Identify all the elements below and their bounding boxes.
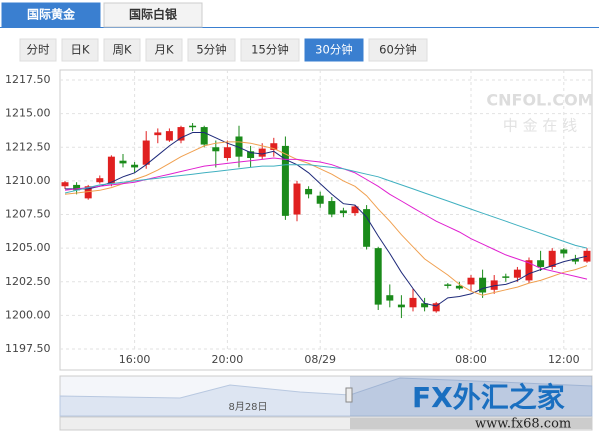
average-line — [64, 141, 588, 296]
y-tick-label: 1200.00 — [5, 308, 51, 321]
scrollbar-thumb[interactable] — [350, 418, 592, 429]
candle-body — [189, 125, 197, 128]
candle-body — [571, 258, 579, 262]
candle-body — [409, 297, 417, 308]
candle-body — [490, 280, 498, 290]
tab-label: 国际白银 — [129, 7, 178, 22]
x-tick-label: 12:00 — [548, 353, 580, 366]
candle-body — [432, 303, 440, 312]
period-button[interactable] — [61, 38, 99, 62]
candle-body — [548, 250, 556, 267]
tab[interactable] — [103, 2, 203, 28]
candle-body — [223, 147, 231, 159]
candle-body — [96, 178, 104, 183]
period-button[interactable] — [240, 38, 300, 62]
period-button[interactable] — [187, 38, 236, 62]
watermark-text: CNFOL.COM — [486, 91, 593, 110]
y-tick-label: 1205.00 — [5, 241, 51, 254]
x-tick-label: 16:00 — [119, 353, 151, 366]
candle-body — [421, 303, 429, 308]
candle-body — [467, 277, 475, 285]
candle-body — [363, 209, 371, 247]
candle-body — [513, 269, 521, 278]
candle-body — [107, 156, 115, 184]
candle-body — [455, 285, 463, 289]
y-tick-label: 1207.50 — [5, 208, 51, 221]
x-tick-label: 20:00 — [212, 353, 244, 366]
candle-body — [339, 210, 347, 214]
candle-body — [583, 250, 591, 262]
period-label: 30分钟 — [315, 43, 353, 57]
period-button[interactable] — [19, 38, 57, 62]
candle-body — [177, 127, 185, 141]
candle-body — [293, 183, 301, 215]
period-label: 月K — [154, 43, 173, 57]
candle-body — [200, 127, 208, 145]
period-label: 日K — [70, 43, 89, 57]
average-line — [64, 164, 588, 249]
watermark: CNFOL.COM 中 金 在 线 — [486, 91, 593, 135]
period-button[interactable] — [103, 38, 141, 62]
watermark-sub: 中 金 在 线 — [503, 117, 577, 135]
candle-body — [212, 147, 220, 152]
navigator-label: 8月28日 — [228, 401, 267, 413]
x-tick-label: 08/29 — [304, 353, 336, 366]
y-tick-label: 1212.50 — [5, 140, 51, 153]
candle-body — [247, 151, 255, 159]
tab-label: 国际黄金 — [27, 7, 76, 22]
candle-body — [258, 148, 266, 157]
y-tick-label: 1217.50 — [5, 73, 51, 86]
grid — [60, 70, 592, 350]
candle-body — [328, 201, 336, 215]
candle-body — [316, 195, 324, 204]
period-label: 分时 — [27, 43, 50, 57]
logo-url: www.fx68.com — [475, 417, 571, 432]
period-label: 60分钟 — [379, 43, 417, 57]
logo-text: FX外汇之家 — [412, 381, 565, 414]
y-tick-label: 1202.50 — [5, 275, 51, 288]
period-button[interactable] — [304, 38, 364, 62]
candle-body — [270, 143, 278, 150]
period-label: 周K — [112, 43, 131, 57]
candle-body — [281, 145, 289, 216]
y-tick-label: 1210.00 — [5, 174, 51, 187]
candle-body — [386, 295, 394, 301]
candles — [61, 123, 591, 319]
y-tick-label: 1197.50 — [5, 342, 51, 355]
candle-body — [444, 284, 452, 286]
average-line — [65, 132, 588, 307]
period-button[interactable] — [368, 38, 428, 62]
candle-body — [397, 304, 405, 308]
average-line — [64, 157, 588, 280]
navigator-handle[interactable] — [345, 387, 353, 403]
logo: FX外汇之家 www.fx68.com — [412, 381, 571, 432]
candle-body — [537, 260, 545, 267]
candle-body — [165, 131, 173, 141]
candle-body — [502, 276, 510, 278]
candle-body — [305, 188, 313, 195]
tab[interactable] — [1, 2, 101, 28]
plot-frame — [59, 69, 593, 371]
candle-body — [351, 206, 359, 214]
y-tick-label: 1215.00 — [5, 107, 51, 120]
candle-body — [560, 249, 568, 254]
period-label: 15分钟 — [251, 43, 289, 57]
candle-body — [479, 277, 487, 293]
candle-body — [61, 182, 69, 187]
period-label: 5分钟 — [196, 43, 226, 57]
period-button[interactable] — [145, 38, 183, 62]
candle-body — [235, 136, 243, 157]
candle-body — [84, 186, 92, 199]
candle-body — [142, 140, 150, 165]
candle-body — [119, 160, 127, 164]
candle-body — [73, 184, 81, 191]
candle-body — [131, 164, 139, 168]
navigator-window — [350, 376, 592, 416]
candle-body — [374, 248, 382, 305]
navigator-area — [59, 377, 593, 417]
x-tick-label: 08:00 — [455, 353, 487, 366]
candle-body — [154, 132, 162, 136]
candle-body — [525, 260, 533, 281]
